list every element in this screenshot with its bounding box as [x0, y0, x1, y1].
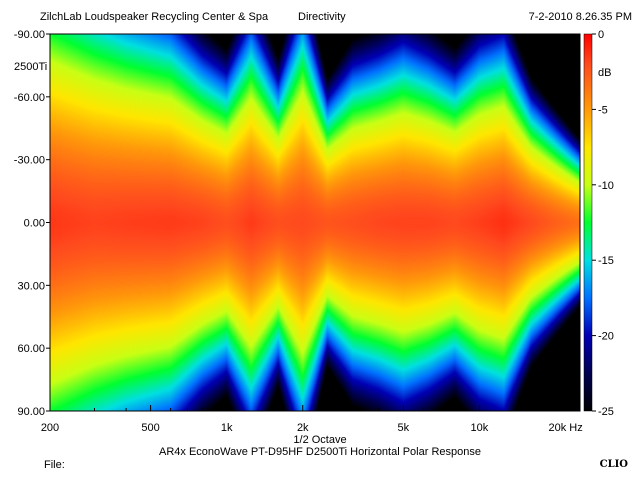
colorbar-tick-label: -10 [598, 180, 614, 192]
file-label: File: [44, 459, 65, 471]
x-tick-label: 2k [297, 422, 309, 434]
x-tick-label: 5k [398, 422, 410, 434]
colorbar-tick-label: 0 [598, 29, 604, 41]
x-axis: 200 500 1k 2k 5k 10k 20k Hz [41, 405, 583, 434]
x-tick-label: 1k [221, 422, 233, 434]
colorbar-unit-label: dB [598, 67, 611, 79]
y-axis: -90.00 -60.00 -30.00 0.00 30.00 60.00 90.00 [14, 29, 50, 418]
heatmap-image [50, 34, 580, 411]
x-tick-label: 500 [141, 422, 159, 434]
header-timestamp: 7-2-2010 8.26.35 PM [528, 11, 632, 23]
x-tick-label: 20k Hz [549, 422, 583, 434]
colorbar [583, 33, 593, 412]
chart-title: AR4x EconoWave PT-D95HF D2500Ti Horizont… [159, 446, 481, 458]
y-tick-label: 0.00 [24, 218, 45, 230]
y-tick-label: 90.00 [17, 406, 45, 418]
colorbar-scale: 0 -5 -10 -15 -20 -25 [592, 29, 614, 418]
colorbar-tick-label: -5 [598, 104, 608, 116]
y-tick-label: 60.00 [17, 343, 45, 355]
x-axis-title: 1/2 Octave [293, 434, 347, 446]
colorbar-tick-label: -15 [598, 255, 614, 267]
header-company: ZilchLab Loudspeaker Recycling Center & … [40, 11, 269, 23]
y-tick-label: -30.00 [14, 155, 45, 167]
y-tick-label: 30.00 [17, 280, 45, 292]
y-annotation: 2500Ti [14, 61, 47, 73]
colorbar-tick-label: -20 [598, 331, 614, 343]
y-tick-label: -60.00 [14, 92, 45, 104]
clio-logo: CLIO [599, 459, 628, 470]
x-tick-label: 200 [41, 422, 59, 434]
x-tick-label: 10k [471, 422, 489, 434]
colorbar-tick-label: -25 [598, 406, 614, 418]
y-tick-label: -90.00 [14, 29, 45, 41]
header-measurement-type: Directivity [298, 11, 346, 23]
